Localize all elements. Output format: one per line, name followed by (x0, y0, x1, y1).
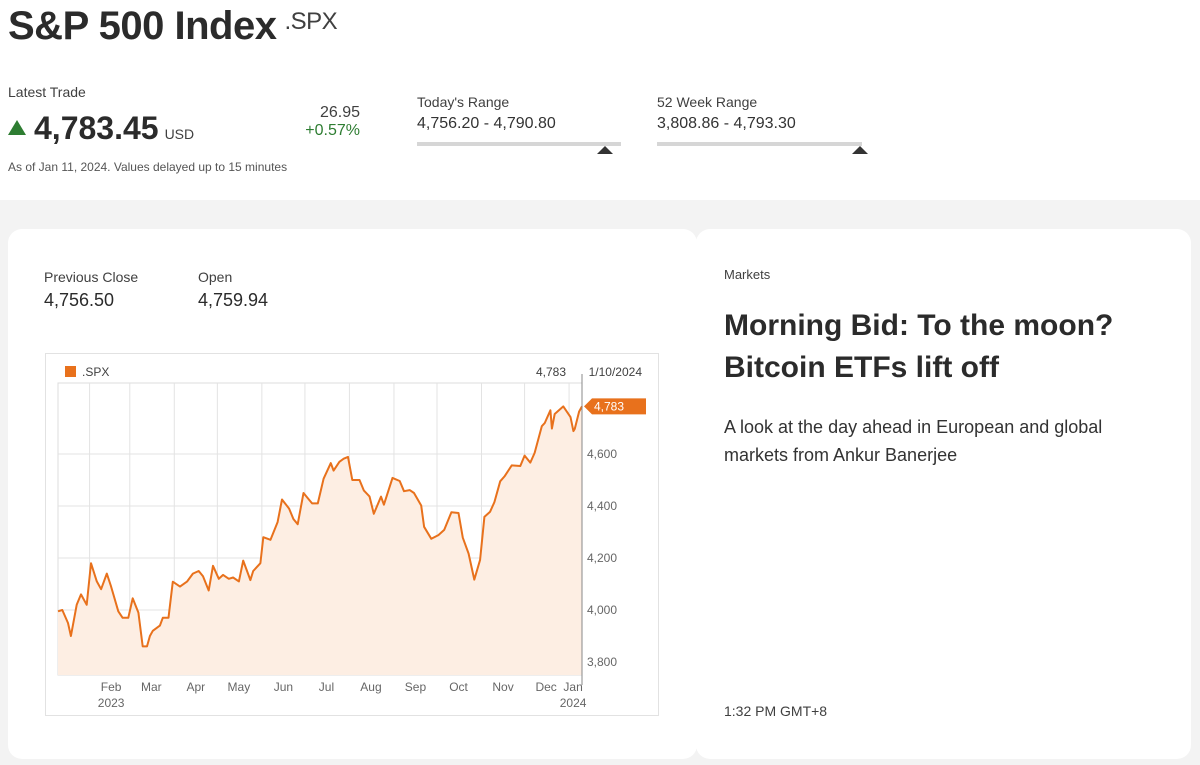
previous-close-stat: Previous Close 4,756.50 (44, 269, 138, 311)
x-tick-label: Feb (101, 680, 122, 694)
todays-range-bar (417, 142, 621, 146)
year-label: 2023 (98, 696, 125, 710)
price-change: 26.95 +0.57% (290, 104, 360, 140)
previous-close-label: Previous Close (44, 269, 139, 285)
change-percent: +0.57% (305, 122, 360, 139)
y-tick-label: 3,800 (587, 655, 617, 669)
quote-header: S&P 500 Index .SPX Latest Trade 4,783.45 U… (0, 0, 1200, 200)
y-tick-label: 4,400 (587, 499, 617, 513)
week52-range-marker (851, 146, 868, 154)
price-chart[interactable]: 3,800 4,000 4,200 4,400 4,600 Feb Mar Apr May Jun… (45, 353, 659, 716)
x-tick-label: Dec (535, 680, 556, 694)
as-of-note: As of Jan 11, 2024. Values delayed up to… (8, 160, 288, 174)
news-summary: A look at the day ahead in European and … (724, 417, 1103, 465)
chart-card: Previous Close 4,756.50 Open 4,759.94 3,… (8, 229, 697, 759)
news-headline[interactable]: Morning Bid: To the moon? Bitcoin ETFs l… (724, 309, 1114, 384)
change-absolute: 26.95 (319, 104, 360, 121)
page-title: S&P 500 Index .SPX (8, 4, 338, 49)
chart-axes: 3,800 4,000 4,200 4,400 4,600 Feb Mar Apr May Jun… (98, 447, 618, 710)
previous-close-value: 4,756.50 (44, 290, 115, 310)
week52-range: 52 Week Range 3,808.86 - 4,793.30 (657, 94, 868, 154)
latest-price: 4,783.45 (34, 110, 159, 146)
price-line (57, 405, 583, 648)
todays-range-label: Today's Range (417, 94, 510, 110)
price-chart-svg[interactable]: 3,800 4,000 4,200 4,400 4,600 Feb Mar Apr May Jun… (46, 354, 658, 715)
week52-range-bar (657, 142, 862, 146)
last-value-label: 4,783 (594, 399, 624, 413)
legend-swatch (65, 366, 76, 377)
x-tick-label: Sep (405, 680, 427, 694)
latest-trade-label: Latest Trade (8, 84, 86, 100)
todays-range-value: 4,756.20 - 4,790.80 (417, 115, 556, 132)
todays-range: Today's Range 4,756.20 - 4,790.80 (417, 94, 622, 154)
crosshair-value: 4,783 (536, 365, 566, 379)
open-label: Open (198, 269, 233, 285)
x-tick-label: Mar (141, 680, 162, 694)
x-tick-label: Aug (360, 680, 381, 694)
news-category[interactable]: Markets (724, 267, 771, 282)
week52-range-label: 52 Week Range (657, 94, 758, 110)
latest-price-row: 4,783.45 USD (8, 110, 194, 147)
last-value-tag: 4,783 (584, 398, 646, 415)
x-tick-label: Nov (492, 680, 513, 694)
x-tick-label: Jan (563, 680, 582, 694)
y-tick-label: 4,600 (587, 447, 617, 461)
x-tick-label: Jul (319, 680, 334, 694)
x-tick-label: Apr (186, 680, 205, 694)
year-label: 2024 (560, 696, 587, 710)
x-tick-label: Jun (274, 680, 293, 694)
x-tick-label: May (228, 680, 251, 694)
news-card[interactable]: Markets Morning Bid: To the moon? Bitcoi… (696, 229, 1191, 759)
x-tick-label: Oct (449, 680, 468, 694)
index-name: S&P 500 Index (8, 4, 277, 48)
y-tick-label: 4,200 (587, 551, 617, 565)
up-arrow-icon (8, 120, 26, 135)
price-area (58, 406, 582, 675)
ticker-symbol: .SPX (284, 8, 338, 35)
currency-label: USD (164, 126, 195, 142)
week52-range-value: 3,808.86 - 4,793.30 (657, 115, 796, 132)
crosshair-date: 1/10/2024 (589, 365, 643, 379)
todays-range-marker (596, 146, 613, 154)
open-value: 4,759.94 (198, 290, 269, 310)
news-timestamp: 1:32 PM GMT+8 (724, 703, 828, 719)
y-tick-label: 4,000 (587, 603, 617, 617)
open-stat: Open 4,759.94 (198, 269, 268, 311)
legend-label: .SPX (82, 365, 109, 379)
